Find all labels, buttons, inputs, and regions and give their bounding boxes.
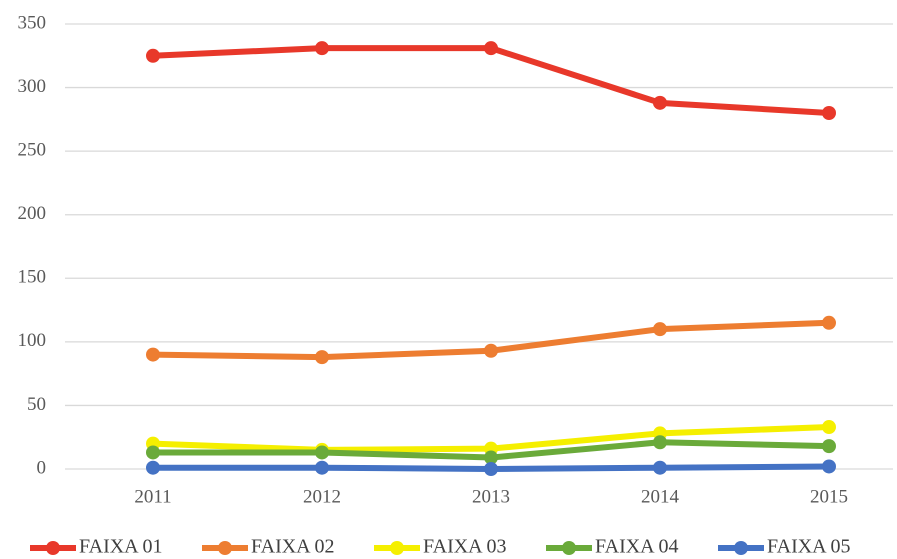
legend-marker [390, 541, 404, 555]
legend-label: FAIXA 05 [767, 536, 851, 558]
data-point [484, 41, 498, 56]
y-tick-label: 250 [18, 140, 47, 161]
y-tick-label: 0 [37, 457, 47, 478]
data-point [146, 445, 160, 460]
data-point [822, 315, 836, 330]
y-tick-label: 150 [18, 267, 47, 288]
data-point [315, 460, 329, 475]
legend-marker [218, 541, 232, 555]
legend-label: FAIXA 04 [595, 536, 679, 558]
data-point [822, 420, 836, 435]
data-point [146, 347, 160, 362]
data-point [146, 460, 160, 475]
y-tick-label: 200 [18, 203, 47, 224]
data-point [315, 445, 329, 460]
data-point [822, 459, 836, 474]
x-tick-label: 2015 [810, 486, 848, 507]
x-tick-label: 2014 [641, 486, 680, 507]
x-tick-label: 2012 [303, 486, 341, 507]
data-point [822, 106, 836, 120]
x-tick-label: 2013 [472, 486, 510, 507]
data-point [484, 343, 498, 358]
data-point [653, 322, 667, 337]
data-point [146, 48, 160, 63]
data-point [653, 435, 667, 450]
legend-marker [46, 541, 60, 555]
data-point [653, 95, 667, 110]
legend-label: FAIXA 02 [251, 536, 335, 558]
data-point [822, 439, 836, 454]
legend: FAIXA 01 FAIXA 02 FAIXA 03 FAIXA 04 FAIXA 05 [30, 536, 851, 558]
legend-label: FAIXA 03 [423, 536, 507, 558]
y-tick-label: 50 [27, 394, 46, 415]
y-tick-label: 300 [18, 76, 47, 97]
legend-marker [562, 541, 576, 555]
y-tick-label: 350 [18, 12, 47, 33]
data-point [484, 450, 498, 465]
y-tick-label: 100 [18, 330, 47, 351]
data-point [653, 460, 667, 475]
data-point [315, 41, 329, 56]
legend-marker [734, 541, 748, 555]
legend-label: FAIXA 01 [79, 536, 163, 558]
x-tick-label: 2011 [134, 486, 171, 507]
data-point [315, 350, 329, 365]
data-point [484, 462, 498, 476]
series-line [152, 45, 830, 116]
